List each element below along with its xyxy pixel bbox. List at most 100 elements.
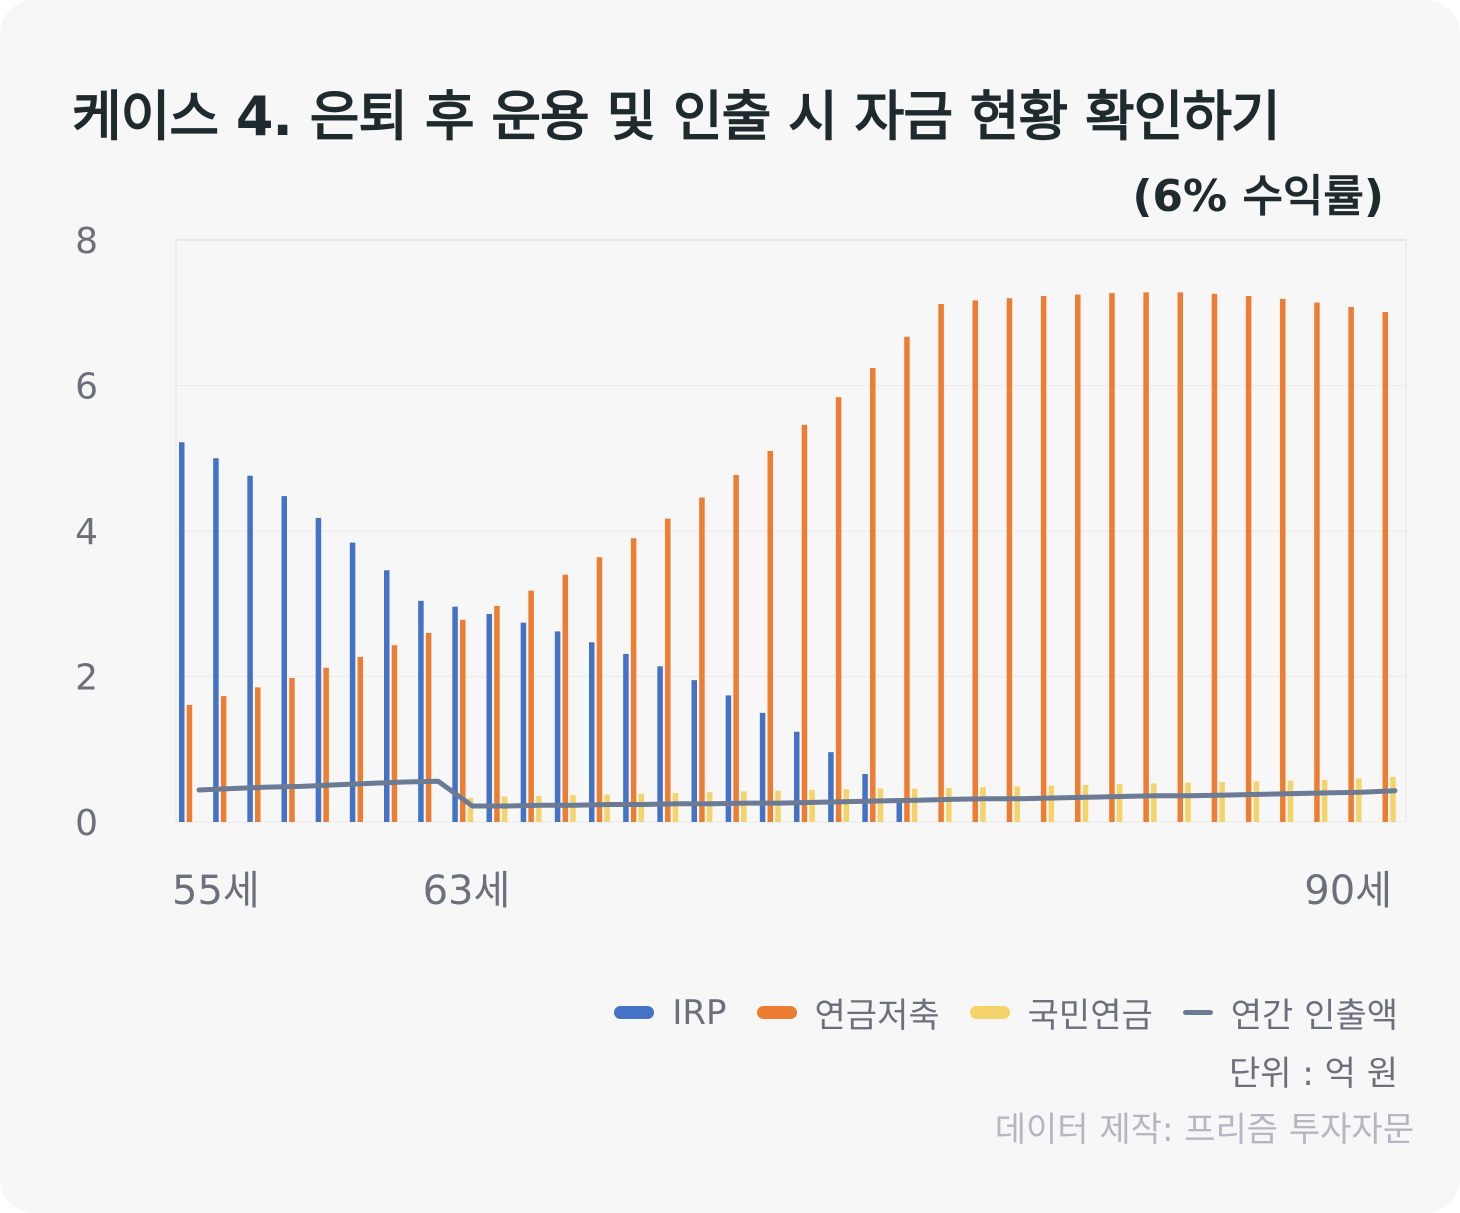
bars [179, 292, 1396, 823]
savings-bar [1143, 292, 1149, 822]
national-pension-bar [1116, 784, 1123, 822]
legend-item-withdrawal: 연간 인출액 [1182, 988, 1398, 1037]
irp-bar [213, 458, 219, 822]
legend-swatch-savings [756, 1006, 797, 1019]
legend-item-national-pension: 국민연금 [969, 988, 1153, 1037]
savings-bar [835, 397, 842, 822]
savings-bar [1382, 312, 1389, 822]
irp-bar [828, 752, 834, 822]
irp-bar [247, 475, 253, 822]
legend-label-national-pension: 국민연금 [1027, 996, 1153, 1036]
savings-bar [1280, 298, 1286, 822]
irp-bar [794, 731, 800, 822]
irp-bar [315, 517, 322, 822]
savings-bar [699, 497, 705, 822]
savings-bar [494, 605, 500, 822]
x-axis-label: 90세 [1304, 868, 1392, 914]
national-pension-bar [501, 796, 508, 822]
legend-item-irp: IRP [614, 992, 727, 1033]
bar-line-chart: 0 2 4 6 8 55세 63세 90세 [75, 221, 1407, 914]
savings-bar [289, 677, 295, 822]
legend-swatch-withdrawal [1182, 1010, 1213, 1015]
savings-bar [1314, 302, 1320, 822]
savings-bar [186, 704, 193, 822]
irp-bar [452, 606, 458, 822]
savings-bar [870, 368, 876, 822]
y-tick-label: 2 [75, 658, 98, 699]
national-pension-bar [672, 792, 679, 822]
legend-swatch-national-pension [969, 1006, 1010, 1019]
savings-bar [1109, 293, 1115, 822]
y-tick-label: 6 [75, 367, 98, 408]
national-pension-bar [775, 790, 781, 822]
savings-bar [391, 645, 398, 822]
irp-bar [520, 622, 527, 822]
savings-bar [562, 574, 569, 822]
chart-title: 케이스 4. 은퇴 후 운용 및 인출 시 자금 현황 확인하기 [72, 85, 1281, 148]
national-pension-bar [1356, 778, 1362, 822]
irp-bar [486, 613, 492, 822]
national-pension-bar [911, 788, 918, 822]
irp-bar [349, 542, 356, 822]
national-pension-bar [1287, 780, 1294, 822]
irp-bar [759, 712, 766, 822]
national-pension-bar [1185, 782, 1191, 822]
savings-bar [1211, 293, 1218, 823]
national-pension-bar [1253, 781, 1260, 822]
savings-bar [1006, 298, 1013, 822]
national-pension-bar [1151, 783, 1157, 822]
irp-bar [725, 695, 732, 822]
savings-bar [733, 474, 739, 822]
legend-label-withdrawal: 연간 인출액 [1230, 996, 1398, 1036]
national-pension-bar [741, 791, 747, 822]
savings-bar [425, 632, 432, 822]
savings-bar [665, 518, 671, 822]
national-pension-bar [877, 788, 884, 822]
irp-bar [691, 680, 697, 822]
national-pension-bar [1321, 779, 1328, 822]
savings-bar [938, 304, 944, 822]
y-tick-label: 4 [75, 512, 98, 553]
savings-bar [255, 687, 261, 822]
national-pension-bar [706, 792, 713, 822]
savings-bar [220, 696, 227, 822]
national-pension-bar [570, 795, 576, 822]
savings-bar [528, 590, 534, 822]
legend-swatch-irp [614, 1006, 655, 1019]
national-pension-bar [1048, 785, 1055, 822]
national-pension-bar [980, 787, 986, 822]
national-pension-bar [843, 789, 850, 822]
y-axis-ticks: 0 2 4 6 8 [75, 221, 98, 844]
irp-bar [862, 773, 868, 822]
savings-bar [767, 450, 774, 822]
savings-bar [904, 336, 910, 822]
savings-bar [1075, 294, 1081, 822]
x-axis-label: 63세 [423, 868, 511, 914]
irp-bar [418, 600, 424, 822]
savings-bar [323, 667, 329, 822]
national-pension-bar [604, 794, 610, 822]
savings-bar [596, 557, 603, 822]
legend: IRP 연금저축 국민연금 연간 인출액 [614, 988, 1398, 1037]
chart-subtitle: (6% 수익률) [1132, 171, 1384, 222]
x-axis-labels: 55세 63세 90세 [172, 868, 1392, 914]
savings-bar [972, 300, 979, 822]
irp-bar [384, 570, 390, 822]
irp-bar [589, 642, 595, 822]
irp-bar [554, 631, 561, 822]
national-pension-bar [809, 789, 815, 822]
national-pension-bar [467, 797, 474, 822]
x-axis-label: 55세 [172, 868, 260, 914]
savings-bar [1348, 306, 1354, 822]
savings-bar [801, 424, 808, 822]
savings-bar [357, 656, 364, 822]
national-pension-bar [638, 793, 645, 822]
national-pension-bar [1219, 781, 1225, 822]
legend-label-irp: IRP [672, 992, 727, 1033]
savings-bar [630, 538, 637, 822]
withdrawal-line-layer [196, 778, 1398, 809]
national-pension-bar [1014, 786, 1020, 822]
national-pension-bar [536, 795, 542, 822]
savings-bar [460, 619, 466, 822]
